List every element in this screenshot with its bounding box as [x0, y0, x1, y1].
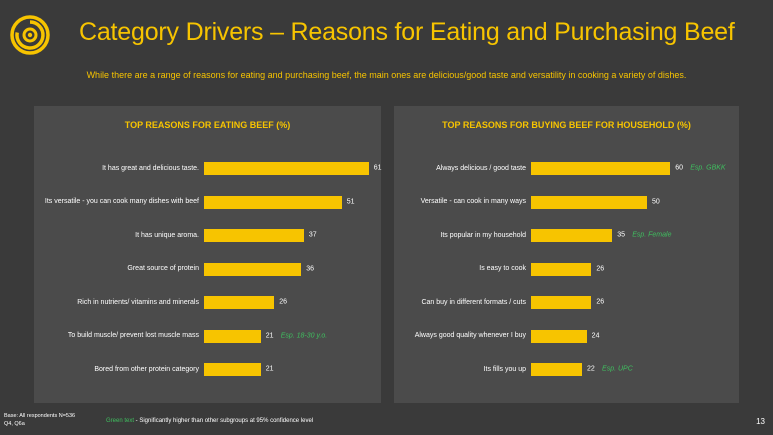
data-label: 36	[306, 265, 314, 272]
bar	[531, 262, 592, 276]
base-note: Base: All respondents N=536 Q4, Q6a	[4, 412, 75, 428]
bar-row: Its fills you up 22 Esp. UPC	[394, 355, 739, 383]
bar-row: It has great and delicious taste. 61	[34, 154, 381, 182]
bar	[204, 195, 342, 209]
bar-row: Is easy to cook 26	[394, 255, 739, 283]
buying-reasons-chart-panel: TOP REASONS FOR BUYING BEEF FOR HOUSEHOL…	[394, 106, 739, 403]
category-label: Can buy in different formats / cuts	[421, 298, 526, 306]
bar-row: It has unique aroma. 37	[34, 221, 381, 249]
bar	[531, 229, 613, 242]
data-label: 26	[596, 265, 605, 272]
bar-row: Rich in nutrients/ vitamins and minerals…	[34, 288, 381, 316]
legend-description: - Significantly higher than other subgro…	[134, 418, 314, 424]
data-label: 26	[596, 298, 605, 306]
category-label: It has unique aroma.	[135, 231, 199, 239]
bar-row: Bored from other protein category 21	[34, 355, 381, 383]
category-label: Always delicious / good taste	[436, 164, 526, 172]
category-label: Always good quality whenever I buy	[414, 332, 526, 339]
significance-annotation: Esp. Female	[632, 231, 672, 239]
page-subtitle: While there are a range of reasons for e…	[86, 70, 687, 80]
eating-reasons-chart-panel: TOP REASONS FOR EATING BEEF (%) It has g…	[34, 106, 381, 403]
significance-annotation: Esp. 18-30 y.o.	[280, 332, 328, 339]
bar	[531, 195, 647, 209]
chart-title: TOP REASONS FOR EATING BEEF (%)	[124, 120, 291, 130]
bar-row: Its popular in my household 35 Esp. Female	[394, 221, 739, 249]
data-label: 60	[675, 164, 683, 172]
bar-row: Great source of protein 36	[34, 255, 381, 283]
data-label: 61	[373, 164, 382, 172]
bar-row: Its versatile - you can cook many dishes…	[34, 188, 381, 216]
category-label: It has great and delicious taste.	[102, 164, 199, 172]
bar-row: Versatile - can cook in many ways 50	[394, 188, 739, 216]
category-label: Is easy to cook	[479, 265, 526, 272]
bar	[204, 229, 304, 242]
data-label: 21	[265, 365, 274, 373]
bar	[531, 329, 587, 343]
bar	[531, 162, 671, 175]
data-label: 21	[265, 332, 274, 339]
page-title: Category Drivers – Reasons for Eating an…	[79, 18, 735, 46]
significance-annotation: Esp. UPC	[602, 365, 633, 373]
base-line: Base: All respondents N=536	[4, 413, 76, 419]
category-label: Its popular in my household	[440, 231, 526, 239]
data-label: 24	[591, 332, 600, 339]
data-label: 35	[617, 231, 625, 239]
data-label: 50	[652, 198, 660, 205]
category-label: Versatile - can cook in many ways	[420, 198, 526, 205]
concentric-rings-logo-icon	[10, 15, 50, 55]
significance-annotation: Esp. GBKK	[690, 164, 726, 172]
question-ref: Q4, Q6a	[4, 421, 25, 427]
bar-row: Always good quality whenever I buy 24	[394, 322, 739, 350]
bar-row: Always delicious / good taste 60 Esp. GBKK	[394, 154, 739, 182]
category-label: To build muscle/ prevent lost muscle mas…	[67, 332, 199, 339]
legend-green-text: Green text	[106, 418, 135, 424]
bar	[204, 262, 302, 276]
bar	[531, 296, 592, 309]
data-label: 22	[587, 365, 595, 373]
significance-legend: Green text - Significantly higher than o…	[106, 418, 313, 424]
bar	[531, 363, 583, 376]
bar	[204, 329, 261, 343]
category-label: Bored from other protein category	[94, 365, 199, 373]
category-label: Great source of protein	[127, 265, 199, 272]
data-label: 37	[308, 231, 317, 239]
bar	[204, 296, 275, 309]
data-label: 26	[279, 298, 287, 306]
page-number: 13	[756, 417, 765, 426]
bar	[204, 162, 369, 175]
data-label: 51	[346, 198, 355, 205]
bar-row: To build muscle/ prevent lost muscle mas…	[34, 322, 381, 350]
bar	[204, 363, 261, 376]
chart-title: TOP REASONS FOR BUYING BEEF FOR HOUSEHOL…	[442, 120, 691, 130]
bar-row: Can buy in different formats / cuts 26	[394, 288, 739, 316]
category-label: Its fills you up	[483, 365, 526, 373]
category-label: Its versatile - you can cook many dishes…	[44, 198, 199, 205]
category-label: Rich in nutrients/ vitamins and minerals	[77, 298, 199, 306]
